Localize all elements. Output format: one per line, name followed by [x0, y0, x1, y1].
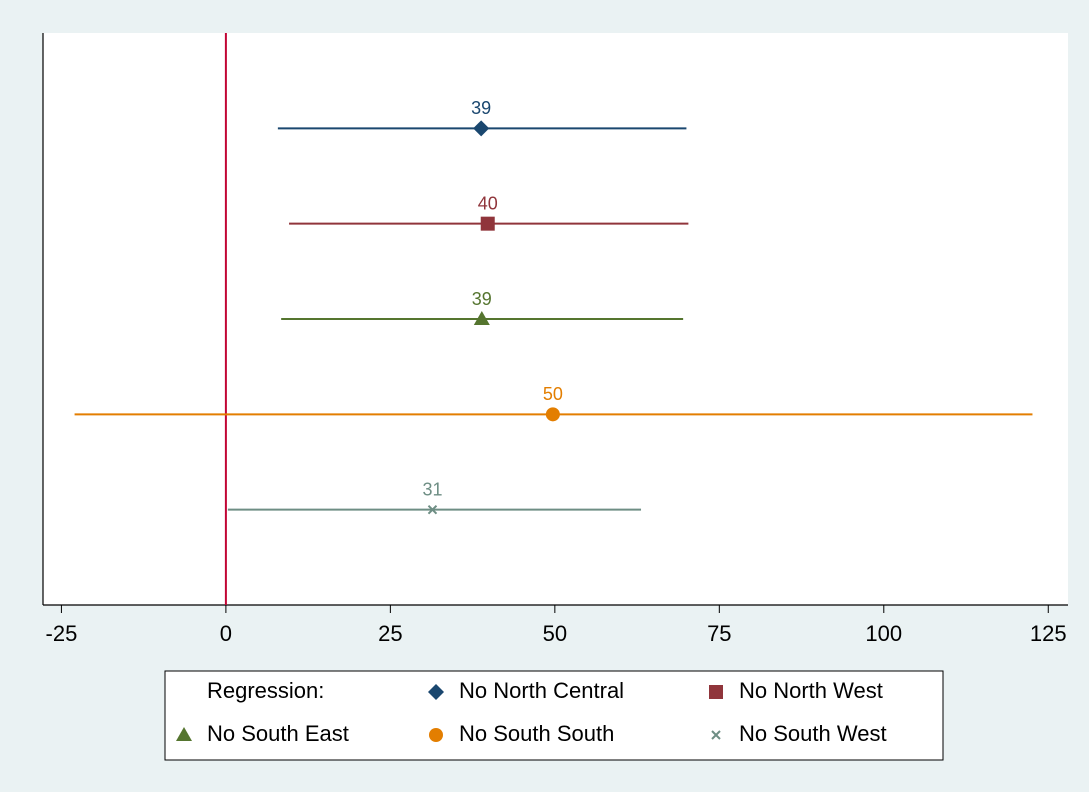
legend-label: No South South — [459, 721, 614, 746]
point-estimate — [480, 216, 495, 231]
legend-marker — [711, 730, 721, 740]
legend-label: No South West — [739, 721, 887, 746]
data-label: 50 — [543, 384, 563, 404]
legend-label: No North Central — [459, 678, 624, 703]
legend-label: No North West — [739, 678, 883, 703]
x-tick-label: 100 — [865, 621, 902, 646]
data-label: 31 — [422, 479, 442, 499]
point-estimate — [427, 504, 438, 515]
point-estimate — [545, 407, 560, 422]
data-label: 40 — [478, 193, 498, 213]
legend-label: No South East — [207, 721, 349, 746]
x-tick-label: 75 — [707, 621, 731, 646]
data-label: 39 — [472, 289, 492, 309]
legend-box — [164, 670, 944, 761]
x-tick-label: -25 — [46, 621, 78, 646]
legend-marker — [176, 727, 192, 741]
legend-marker — [709, 685, 723, 699]
x-tick-label: 50 — [543, 621, 567, 646]
legend-marker — [428, 684, 444, 700]
legend-marker — [429, 728, 443, 742]
x-tick-label: 0 — [220, 621, 232, 646]
x-tick-label: 25 — [378, 621, 402, 646]
legend-title: Regression: — [207, 678, 324, 703]
point-estimate — [473, 120, 490, 137]
x-tick-label: 125 — [1030, 621, 1067, 646]
point-estimate — [473, 311, 490, 325]
data-label: 39 — [471, 98, 491, 118]
